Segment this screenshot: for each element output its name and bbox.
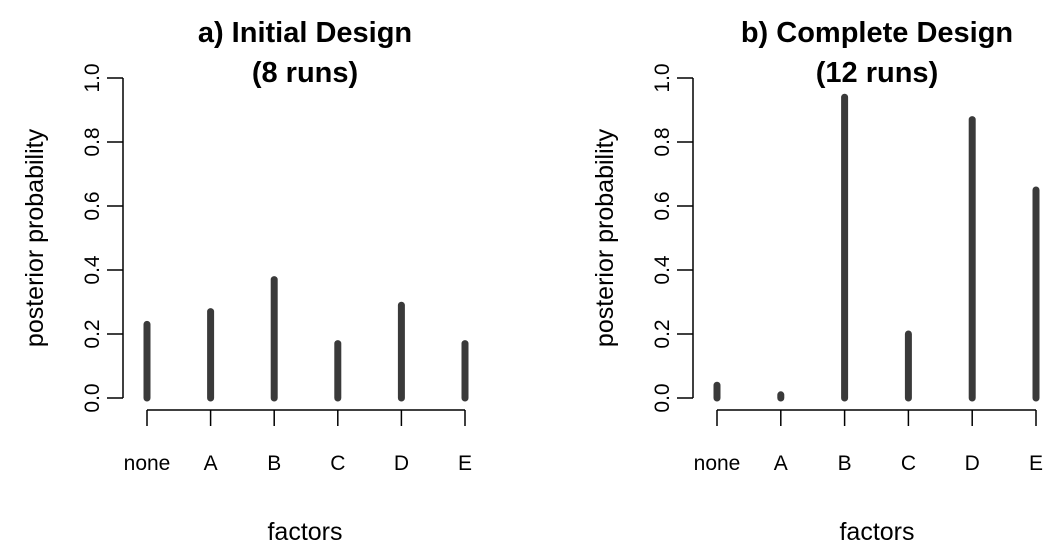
chart-a-x-axis: none A B C D E: [124, 409, 472, 475]
chart-a-y-axis: 0.0 0.2 0.4 0.6 0.8 1.0: [81, 63, 124, 413]
chart-b-y-axis: 0.0 0.2 0.4 0.6 0.8 1.0: [651, 63, 694, 413]
chart-a-y-axis-label: posterior probability: [21, 128, 49, 347]
chart-b-x-tick-label: A: [774, 452, 788, 475]
chart-a-y-tick-label: 0.2: [81, 319, 104, 348]
chart-a-x-axis-label: factors: [267, 518, 342, 543]
chart-a-title: a) Initial Design: [198, 17, 412, 49]
chart-b-y-tick-label: 0.0: [651, 383, 674, 412]
chart-a-y-tick-label: 0.0: [81, 383, 104, 412]
chart-b-x-axis: none A B C D E: [694, 409, 1043, 475]
chart-b-y-tick-label: 1.0: [651, 63, 674, 92]
chart-b-x-tick-label: B: [838, 452, 852, 475]
chart-a-x-tick-label: C: [330, 452, 345, 475]
chart-b-x-tick-label: D: [965, 452, 980, 475]
chart-a-subtitle: (8 runs): [252, 57, 358, 89]
chart-a-bars: [143, 276, 469, 402]
chart-b-y-tick-label: 0.2: [651, 319, 674, 348]
chart-a-x-tick-label: A: [204, 452, 218, 475]
chart-a-x-tick-label: D: [394, 452, 409, 475]
chart-panel-b: b) Complete Design (12 runs) posterior p…: [591, 17, 1043, 543]
chart-a-x-tick-label: B: [267, 452, 281, 475]
chart-b-y-axis-label: posterior probability: [591, 128, 619, 347]
chart-panel-a: a) Initial Design (8 runs) posterior pro…: [21, 17, 472, 543]
chart-a-y-tick-label: 0.8: [81, 127, 104, 156]
chart-b-y-tick-label: 0.8: [651, 127, 674, 156]
chart-a-y-tick-label: 0.4: [81, 255, 104, 285]
chart-b-x-tick-label: none: [694, 452, 741, 475]
chart-a-y-tick-label: 0.6: [81, 191, 104, 220]
chart-a-x-tick-label: none: [124, 452, 171, 475]
chart-b-bars: [713, 93, 1040, 402]
chart-b-title: b) Complete Design: [741, 17, 1013, 49]
chart-a-x-tick-label: E: [458, 452, 472, 475]
chart-b-x-tick-label: E: [1029, 452, 1043, 475]
chart-b-x-axis-label: factors: [839, 518, 914, 543]
chart-b-y-tick-label: 0.4: [651, 255, 674, 285]
chart-a-y-tick-label: 1.0: [81, 63, 104, 92]
chart-b-x-tick-label: C: [901, 452, 916, 475]
chart-b-subtitle: (12 runs): [816, 57, 938, 89]
chart-b-y-tick-label: 0.6: [651, 191, 674, 220]
